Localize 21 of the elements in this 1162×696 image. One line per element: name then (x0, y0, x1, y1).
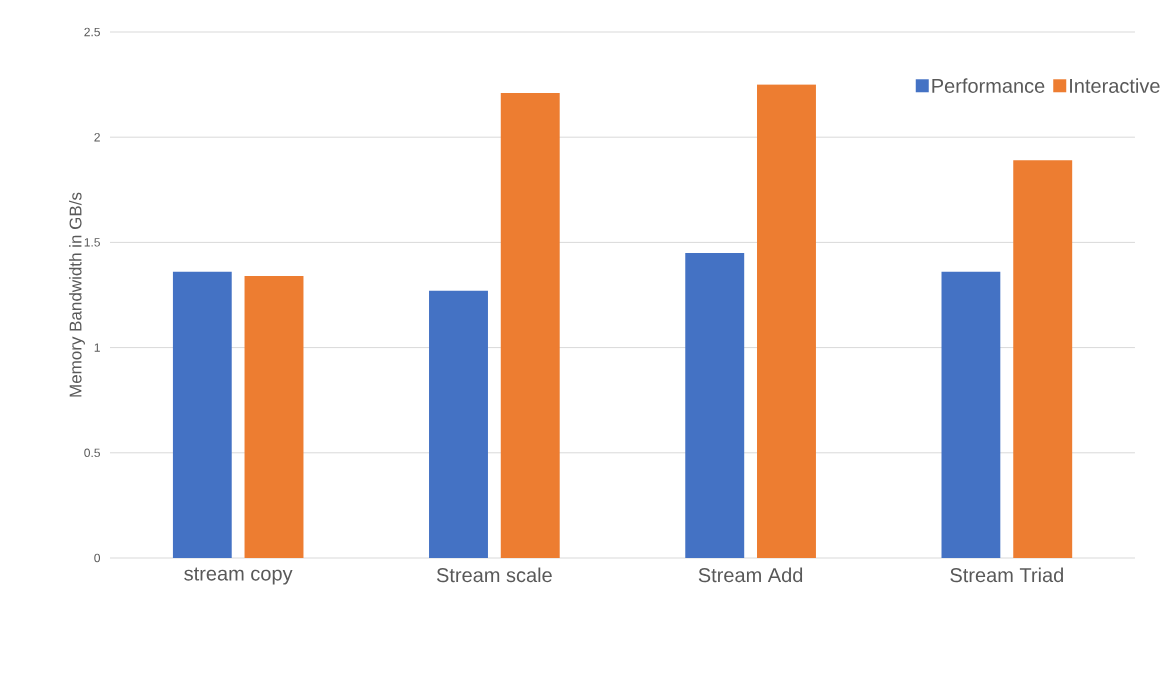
bar (172, 271, 232, 558)
bar (757, 84, 816, 558)
y-tick-label: 1.5 (84, 238, 100, 247)
x-tick-label: Stream scale (436, 567, 552, 583)
bar (941, 271, 1001, 558)
bar (429, 290, 488, 558)
y-tick-label: 2.5 (84, 27, 100, 37)
y-tick-label: 0 (94, 553, 101, 563)
y-axis-title: Memory Bandwidth in GB/s (69, 192, 85, 397)
y-tick-label: 1 (94, 343, 100, 352)
legend-label: Performance (932, 78, 1045, 93)
bar (244, 276, 304, 558)
y-tick-label: 0.5 (84, 448, 100, 458)
bar (500, 93, 560, 558)
x-tick-label: Stream Triad (950, 567, 1063, 583)
x-tick-label: Stream Add (698, 567, 803, 583)
y-tick-label: 2 (94, 133, 100, 142)
bar (1013, 160, 1073, 558)
bar (685, 252, 745, 558)
x-tick-label: stream copy (184, 567, 293, 585)
legend-label: Interactive (1070, 78, 1160, 93)
